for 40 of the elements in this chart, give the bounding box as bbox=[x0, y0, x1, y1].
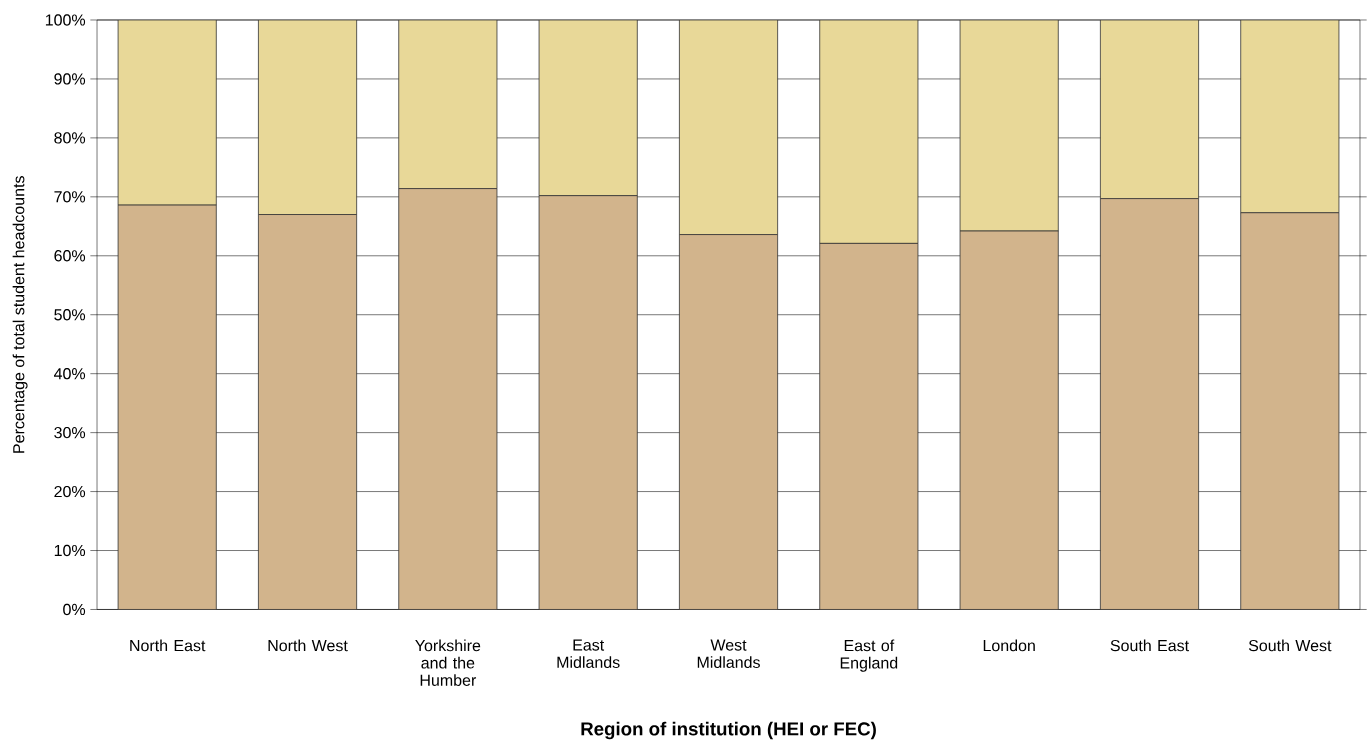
y-tick-label: 0% bbox=[63, 603, 86, 616]
y-tick-label: 20% bbox=[54, 485, 86, 498]
y-tick-label: 80% bbox=[54, 132, 86, 144]
bar bbox=[398, 19, 498, 189]
bar bbox=[1099, 198, 1200, 610]
y-tick-label: 70% bbox=[54, 191, 86, 203]
x-tick-label: East of England bbox=[840, 639, 898, 672]
x-axis-title: Region of institution (HEI or FEC) bbox=[581, 721, 876, 740]
bar bbox=[538, 19, 638, 196]
x-tick-label: North West bbox=[268, 639, 348, 652]
x-tick-label: West Midlands bbox=[697, 639, 760, 668]
bar bbox=[819, 242, 919, 610]
bar bbox=[398, 188, 497, 610]
bar bbox=[679, 19, 779, 235]
bar bbox=[1240, 212, 1340, 610]
y-axis-title: Percentage of total student headcounts bbox=[12, 176, 28, 453]
y-tick-label: 10% bbox=[54, 544, 86, 557]
bar bbox=[117, 204, 217, 610]
y-tick-label: 100% bbox=[45, 14, 86, 26]
y-tick-label: 50% bbox=[54, 308, 86, 321]
bar bbox=[258, 214, 358, 610]
x-tick-label: South East bbox=[1110, 639, 1189, 652]
bar bbox=[117, 19, 217, 206]
x-tick-label: London bbox=[983, 639, 1035, 652]
bar bbox=[819, 19, 919, 244]
x-tick-label: East Midlands bbox=[557, 639, 620, 668]
bar bbox=[1240, 19, 1340, 214]
x-tick-label: Yorkshire and the Humber bbox=[415, 639, 481, 686]
y-tick-label: 60% bbox=[54, 250, 86, 262]
y-tick-label: 40% bbox=[54, 367, 86, 380]
bar bbox=[959, 230, 1059, 610]
bar bbox=[679, 234, 779, 610]
bar bbox=[258, 19, 358, 215]
x-tick-label: North East bbox=[130, 639, 206, 652]
bar bbox=[959, 19, 1059, 232]
x-tick-label: South West bbox=[1248, 639, 1332, 652]
bar bbox=[1099, 19, 1200, 199]
y-tick-label: 90% bbox=[54, 73, 86, 85]
y-tick-label: 30% bbox=[54, 426, 86, 439]
bar bbox=[538, 195, 638, 610]
